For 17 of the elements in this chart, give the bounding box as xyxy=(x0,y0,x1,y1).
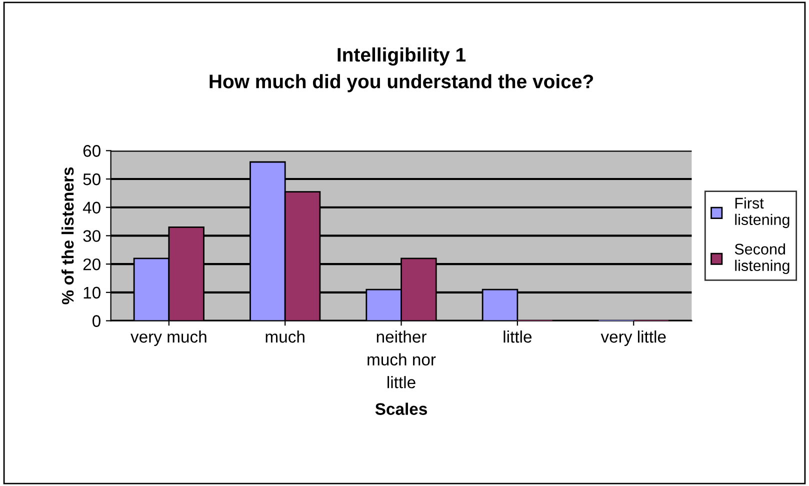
x-tick-label: little xyxy=(504,330,532,343)
y-tick-label: 60 xyxy=(83,145,100,157)
chart-title: Intelligibility 1 How much did you understand the voice? xyxy=(210,47,593,92)
y-axis-title: % of the listeners xyxy=(61,167,74,304)
y-tick-label: 50 xyxy=(83,173,100,186)
y-tick-label: 10 xyxy=(84,286,100,299)
y-tick-label: 20 xyxy=(83,258,100,270)
legend-label: First listening xyxy=(735,197,790,228)
x-tick-label: very much xyxy=(130,330,206,346)
x-tick-label: much xyxy=(266,330,304,343)
x-tick-label: very little xyxy=(600,330,666,346)
x-tick-label: neither much nor little xyxy=(368,330,436,388)
legend-label: Second listening xyxy=(734,243,790,274)
x-axis-title: Scales xyxy=(375,402,427,415)
y-tick-label: 0 xyxy=(92,315,100,327)
y-tick-label: 40 xyxy=(82,202,100,214)
y-tick-label: 30 xyxy=(83,230,100,242)
